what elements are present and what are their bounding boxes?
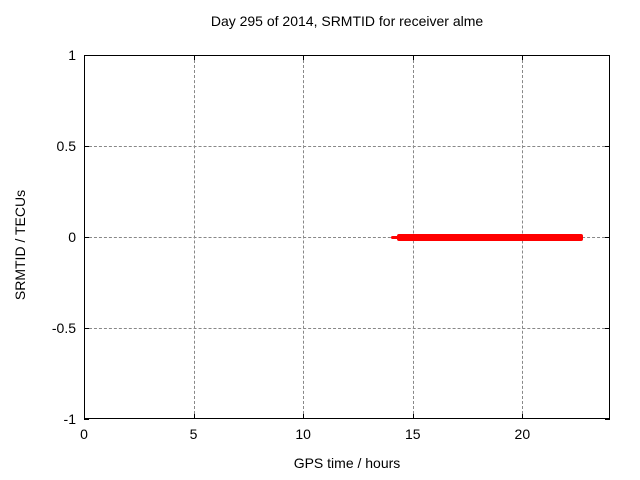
x-tick-bottom [522,414,524,419]
y-gridline [84,328,610,329]
x-tick-bottom [193,414,195,419]
y-gridline [84,237,610,238]
chart-title: Day 295 of 2014, SRMTID for receiver alm… [210,13,484,29]
y-tick-label: -1 [63,411,76,427]
plot-area [84,55,610,420]
x-tick-top [193,55,195,60]
x-tick-bottom [303,414,305,419]
x-tick-bottom [412,414,414,419]
y-tick-left [84,237,89,238]
y-tick-label: -0.5 [51,320,76,336]
x-tick-label: 10 [295,426,311,442]
x-tick-top [84,55,85,60]
x-tick-label: 15 [404,426,421,442]
y-tick-left [84,328,89,329]
x-tick-top [303,55,305,60]
y-tick-right [605,328,610,329]
y-tick-right [605,419,610,420]
y-tick-right [605,146,610,147]
y-tick-left [84,55,89,56]
x-tick-label: 5 [189,426,198,442]
y-tick-label: 0 [68,229,76,245]
data-line-segment [396,233,583,241]
x-tick-label: 0 [80,426,88,442]
data-line-segment [390,235,401,239]
x-axis-title: GPS time / hours [293,455,401,471]
y-tick-label: 1 [68,47,76,63]
y-tick-left [84,146,89,147]
x-tick-label: 20 [514,426,531,442]
y-tick-label: 0.5 [56,138,76,154]
y-axis-title: SRMTID / TECUs [12,189,28,301]
x-tick-top [522,55,524,60]
y-gridline [84,146,610,147]
y-tick-right [605,237,610,238]
y-tick-left [84,419,89,420]
y-tick-right [605,55,610,56]
x-tick-top [412,55,414,60]
x-tick-bottom [84,414,85,419]
